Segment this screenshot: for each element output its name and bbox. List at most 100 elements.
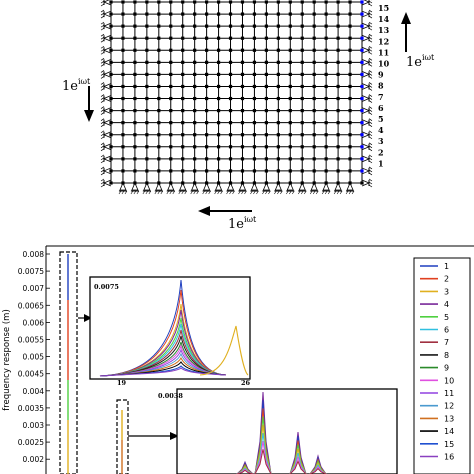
lattice-node: [312, 60, 316, 64]
lattice-node: [157, 72, 161, 76]
left-support-icon: [100, 0, 112, 7]
lattice-node: [360, 181, 364, 185]
left-support-icon: [100, 166, 112, 176]
inset-2-series: [254, 441, 272, 474]
lattice-node: [300, 133, 304, 137]
legend-item: 4: [420, 300, 449, 309]
lattice-node: [324, 24, 328, 28]
lattice-node: [360, 36, 364, 40]
right-support-icon: [361, 106, 373, 115]
lattice-node: [288, 145, 292, 149]
inset-1-connector-head: [84, 314, 92, 322]
right-support-icon: [361, 130, 373, 140]
lattice-node: [205, 72, 209, 76]
lattice-node: [109, 0, 113, 4]
legend-item: 15: [420, 440, 454, 449]
lattice-node: [348, 72, 352, 76]
inset-2-series: [289, 452, 307, 474]
lattice-node: [360, 24, 364, 28]
lattice-node: [216, 109, 221, 113]
lattice-node: [264, 60, 268, 64]
lattice-node: [312, 0, 316, 4]
lattice-node: [157, 157, 161, 161]
lattice-node: [181, 121, 185, 125]
lattice-node: [169, 60, 173, 64]
lattice-node: [336, 12, 340, 16]
lattice-node: [216, 36, 221, 40]
lattice-node: [336, 84, 340, 89]
lattice-node: [228, 96, 233, 101]
lattice-node: [157, 84, 161, 89]
bottom-support-icon: [297, 181, 307, 195]
left-support-icon: [100, 33, 112, 43]
lattice-node: [181, 0, 185, 4]
lattice-node: [360, 12, 364, 16]
lattice-node: [228, 121, 233, 125]
right-force-arrowhead: [401, 12, 411, 24]
lattice-node: [336, 72, 340, 76]
lattice-node: [312, 121, 316, 125]
right-support-icon: [361, 9, 373, 19]
lattice-node: [264, 12, 268, 16]
lattice-node: [216, 84, 221, 89]
y-tick-label: 0.0055: [18, 336, 44, 345]
lattice-node: [312, 36, 316, 40]
lattice-node: [145, 84, 149, 89]
row-label: 10: [378, 59, 390, 69]
lattice-node: [288, 96, 292, 101]
inset-1-xtick-left: 19: [117, 379, 127, 387]
lattice-node: [312, 157, 316, 161]
bottom-support-icon: [250, 181, 259, 195]
y-tick-label: 0.002: [23, 455, 45, 464]
lattice-node: [348, 96, 352, 101]
inset-1-ytick: 0.0075: [94, 283, 119, 291]
lattice-node: [240, 109, 245, 113]
lattice-node: [228, 48, 233, 52]
lattice-node: [252, 121, 257, 125]
lattice-node: [312, 133, 316, 137]
lattice-node: [181, 133, 185, 137]
lattice-node: [360, 48, 364, 52]
y-tick-label: 0.0035: [18, 404, 44, 413]
lattice-node: [133, 84, 137, 89]
lattice-node: [157, 109, 161, 113]
lattice-node: [288, 169, 292, 173]
lattice-node: [193, 84, 197, 89]
lattice-node: [145, 12, 149, 16]
inset-2-series: [309, 467, 327, 474]
lattice-node: [121, 145, 125, 149]
lattice-node: [121, 84, 125, 89]
lattice-node: [324, 96, 328, 101]
lattice-node: [240, 133, 245, 137]
lattice-node: [109, 169, 113, 173]
inset-2-series: [289, 455, 307, 474]
bottom-support-icon: [309, 181, 319, 195]
lattice-node: [181, 48, 185, 52]
lattice-node: [336, 145, 340, 149]
lattice-node: [193, 145, 197, 149]
left-support-icon: [100, 154, 112, 164]
lattice-node: [181, 12, 185, 16]
chart: 0.008 0.0075 0.007 0.0065 0.006 0.0055 0.005 0.…: [2, 245, 474, 474]
lattice-node: [324, 109, 328, 113]
lattice-node: [300, 72, 304, 76]
bottom-support-icon: [118, 181, 128, 195]
lattice-node: [276, 36, 280, 40]
lattice-node: [216, 157, 221, 161]
bottom-support-icon: [226, 181, 235, 195]
legend-item: 5: [420, 313, 449, 322]
right-force-label: 1eiωt: [406, 53, 435, 70]
lattice-node: [252, 12, 257, 16]
lattice-node: [121, 109, 125, 113]
lattice-node: [252, 109, 257, 113]
lattice-node: [300, 145, 304, 149]
lattice-node: [145, 72, 149, 76]
lattice-node: [145, 109, 149, 113]
lattice-node: [312, 24, 316, 28]
lattice-node: [216, 48, 221, 52]
lattice-node: [288, 0, 292, 4]
bottom-support-icon: [130, 181, 140, 195]
lattice-node: [157, 60, 161, 64]
lattice-node: [264, 157, 268, 161]
